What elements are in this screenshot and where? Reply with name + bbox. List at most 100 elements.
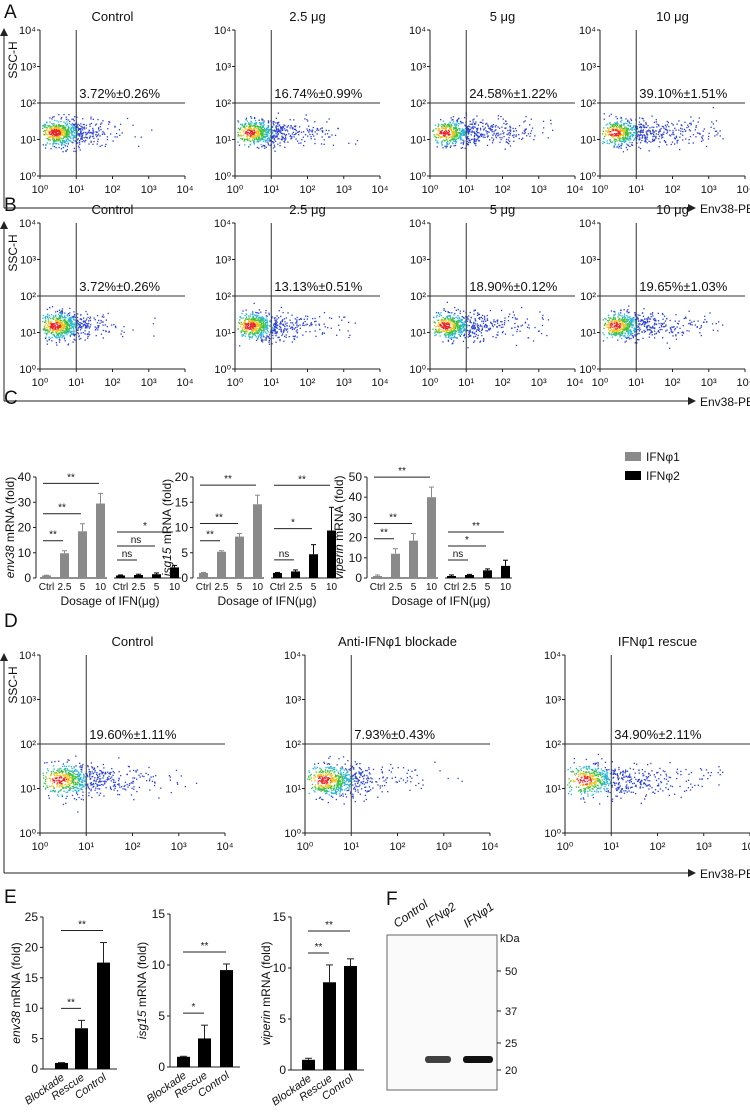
event-dot — [68, 130, 70, 132]
event-dot — [486, 131, 488, 133]
event-dot — [434, 136, 436, 138]
event-dot — [50, 322, 52, 325]
event-dot — [653, 139, 655, 141]
event-dot — [484, 319, 486, 321]
event-dot — [85, 325, 87, 328]
event-dot — [244, 124, 246, 126]
event-dot — [486, 122, 488, 125]
event-dot — [68, 317, 70, 319]
event-dot — [261, 320, 263, 322]
event-dot — [467, 317, 469, 319]
event-dot — [248, 319, 251, 321]
event-dot — [639, 134, 641, 136]
event-dot — [621, 138, 623, 140]
event-dot — [291, 133, 294, 135]
event-dot — [255, 321, 257, 324]
event-dot — [663, 140, 666, 142]
event-dot — [632, 337, 634, 339]
event-dot — [453, 319, 455, 322]
event-dot — [57, 318, 60, 320]
event-dot — [617, 128, 619, 131]
event-dot — [265, 312, 267, 314]
event-dot — [451, 328, 454, 330]
event-dot — [293, 136, 295, 138]
event-dot — [52, 323, 54, 325]
event-dot — [663, 127, 665, 129]
event-dot — [87, 335, 89, 337]
event-dot — [523, 121, 525, 123]
event-dot — [441, 322, 444, 324]
event-dot — [255, 332, 258, 334]
event-dot — [65, 132, 67, 134]
event-dot — [435, 334, 437, 336]
event-dot — [66, 129, 68, 131]
event-dot — [59, 139, 61, 141]
event-dot — [44, 330, 47, 332]
event-dot — [262, 327, 264, 329]
event-dot — [329, 136, 331, 138]
event-dot — [78, 147, 80, 149]
event-dot — [686, 330, 688, 332]
event-dot — [621, 119, 623, 121]
event-dot — [52, 124, 54, 126]
event-dot — [310, 136, 312, 138]
event-dot — [241, 129, 243, 131]
event-dot — [631, 335, 633, 337]
event-dot — [451, 130, 453, 132]
event-dot — [452, 321, 454, 323]
event-dot — [71, 134, 73, 136]
event-dot — [621, 328, 623, 331]
event-dot — [473, 322, 475, 325]
event-dot — [60, 131, 63, 133]
y-tick-label: 10² — [20, 291, 36, 303]
event-dot — [44, 321, 46, 323]
event-dot — [274, 328, 276, 330]
event-dot — [454, 332, 457, 334]
event-dot — [296, 324, 298, 326]
event-dot — [42, 125, 44, 127]
event-dot — [256, 135, 259, 137]
event-dot — [273, 130, 275, 132]
event-dot — [260, 335, 262, 337]
event-dot — [61, 327, 64, 329]
event-dot — [613, 136, 615, 138]
event-dot — [458, 132, 460, 134]
event-dot — [500, 138, 502, 141]
event-dot — [277, 143, 279, 145]
event-dot — [80, 137, 82, 140]
density-cloud — [237, 112, 359, 152]
event-dot — [446, 126, 449, 128]
event-dot — [451, 133, 454, 135]
event-dot — [701, 136, 703, 138]
event-dot — [666, 129, 669, 131]
event-dot — [482, 136, 485, 138]
event-dot — [80, 332, 82, 334]
event-dot — [469, 320, 471, 323]
event-dot — [492, 140, 494, 142]
event-dot — [470, 316, 472, 319]
event-dot — [631, 129, 633, 131]
event-dot — [242, 322, 244, 325]
event-dot — [457, 322, 459, 324]
event-dot — [259, 140, 261, 142]
event-dot — [616, 127, 619, 129]
event-dot — [533, 139, 535, 141]
event-dot — [344, 316, 346, 318]
event-dot — [73, 311, 75, 313]
event-dot — [94, 329, 97, 331]
event-dot — [675, 334, 677, 336]
event-dot — [278, 325, 281, 328]
event-dot — [472, 119, 474, 121]
event-dot — [438, 332, 440, 334]
event-dot — [501, 332, 504, 334]
event-dot — [60, 332, 62, 334]
event-dot — [251, 335, 254, 338]
event-dot — [646, 132, 648, 134]
event-dot — [263, 122, 265, 124]
event-dot — [531, 127, 534, 129]
event-dot — [618, 136, 621, 138]
event-dot — [265, 309, 267, 312]
event-dot — [294, 335, 296, 337]
event-dot — [87, 337, 89, 339]
event-dot — [444, 335, 447, 337]
